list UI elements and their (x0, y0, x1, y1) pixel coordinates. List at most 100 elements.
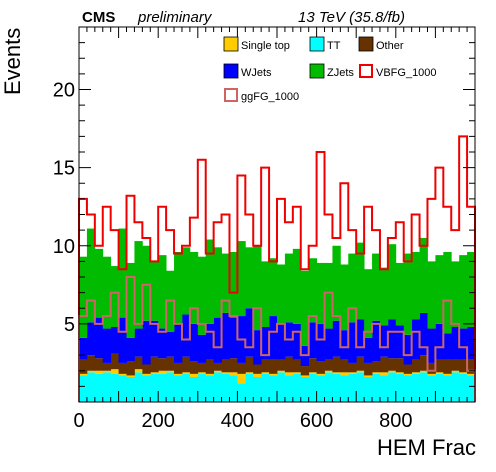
bar-zjets (316, 262, 325, 324)
bar-single-top (284, 372, 294, 376)
bar-other (245, 356, 254, 373)
bar-zjets (348, 253, 357, 323)
bar-zjets (308, 258, 317, 323)
bar-tt (126, 377, 135, 402)
bar-zjets (451, 261, 460, 328)
bar-wjets (372, 320, 381, 362)
bar-tt (348, 373, 357, 403)
bar-zjets (427, 261, 436, 329)
bar-wjets (332, 320, 341, 357)
bar-tt (435, 373, 444, 403)
series-other (79, 353, 476, 376)
bar-tt (419, 372, 428, 402)
bar-tt (395, 373, 405, 403)
bar-zjets (395, 262, 405, 326)
bar-zjets (356, 242, 365, 320)
bar-zjets (158, 255, 167, 329)
bar-tt (189, 377, 199, 402)
bar-wjets (269, 316, 278, 360)
bar-zjets (102, 256, 112, 329)
legend-label: ZJets (327, 67, 354, 79)
bar-single-top (340, 372, 349, 376)
bar-wjets (118, 317, 127, 363)
bar-zjets (364, 269, 373, 338)
bar-single-top (379, 372, 389, 376)
bar-other (308, 358, 317, 373)
legend-swatch (224, 88, 238, 102)
bar-other (110, 353, 119, 370)
bar-zjets (324, 262, 333, 329)
bar-tt (459, 373, 468, 403)
legend-swatch (223, 63, 239, 79)
axis-ticks (78, 26, 476, 402)
bar-single-top (79, 373, 88, 376)
bar-tt (364, 377, 373, 402)
bar-tt (221, 373, 230, 403)
bar-wjets (387, 319, 397, 359)
bar-other (284, 356, 294, 373)
bar-wjets (403, 334, 413, 365)
bar-tt (102, 372, 112, 402)
bar-wjets (79, 337, 88, 360)
bar-single-top (245, 372, 254, 374)
bar-single-top (150, 372, 159, 374)
stacked-bars (79, 228, 476, 403)
legend-entry-vbfg-1000: VBFG_1000 (359, 64, 437, 79)
legend-entry-single-top: Single top (223, 36, 290, 52)
bar-tt (79, 375, 88, 402)
bar-other (403, 364, 413, 374)
bar-other (189, 361, 199, 374)
bar-single-top (221, 372, 230, 374)
x-tick-label: 400 (221, 410, 254, 432)
preliminary-label: preliminary (137, 9, 213, 26)
bar-wjets (459, 328, 468, 360)
bar-zjets (277, 264, 286, 324)
y-tick-label: 5 (64, 314, 75, 336)
bar-single-top (419, 370, 428, 373)
bar-single-top (237, 373, 246, 384)
bar-zjets (134, 241, 143, 329)
legend-entry-tt: TT (309, 36, 341, 52)
bar-other (379, 356, 389, 373)
bar-zjets (269, 258, 278, 317)
bar-wjets (221, 312, 230, 360)
bar-zjets (332, 245, 341, 321)
bar-other (158, 358, 167, 371)
bar-other (86, 355, 96, 371)
bar-zjets (411, 252, 420, 320)
bar-single-top (94, 370, 104, 374)
legend-label: ggFG_1000 (241, 91, 299, 103)
bar-single-top (356, 370, 365, 373)
y-axis-title: Events (0, 28, 25, 95)
bar-single-top (372, 372, 381, 374)
bar-other (316, 361, 325, 374)
bar-other (79, 359, 88, 374)
legend-swatch (359, 64, 373, 78)
bar-wjets (308, 322, 317, 359)
bar-zjets (94, 248, 104, 318)
bar-zjets (300, 270, 310, 346)
bar-single-top (102, 370, 112, 373)
bar-zjets (110, 266, 119, 327)
bar-single-top (277, 370, 286, 373)
bar-wjets (253, 330, 262, 365)
bar-single-top (411, 372, 420, 374)
bar-other (356, 356, 365, 371)
bar-other (229, 358, 238, 373)
legend-swatch (358, 36, 374, 52)
y-tick-label: 15 (53, 158, 75, 180)
bar-tt (451, 372, 460, 402)
bar-tt (142, 375, 151, 402)
bar-tt (94, 373, 104, 403)
bar-other (277, 359, 286, 371)
bar-zjets (419, 237, 428, 313)
bar-other (102, 362, 112, 371)
bar-tt (316, 375, 325, 402)
bar-wjets (126, 337, 135, 362)
bar-tt (150, 373, 159, 403)
bar-wjets (150, 320, 159, 357)
bar-tt (229, 375, 238, 402)
bar-other (451, 359, 460, 371)
bar-other (221, 359, 230, 373)
